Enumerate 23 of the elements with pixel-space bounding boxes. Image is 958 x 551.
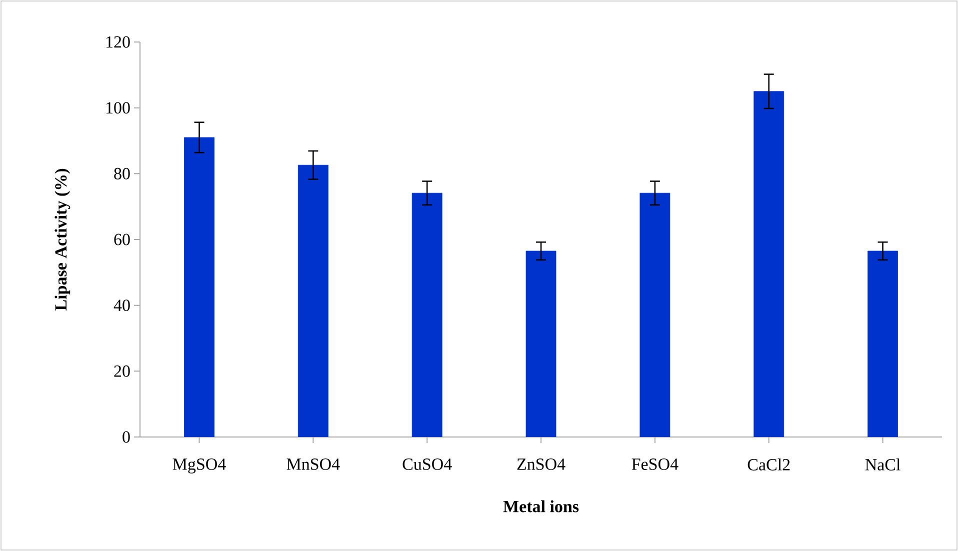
y-tick-label: 0 xyxy=(122,431,130,443)
y-tick-label: 60 xyxy=(114,234,130,246)
bar xyxy=(868,250,898,437)
bar xyxy=(298,164,328,437)
x-tick-label: CuSO4 xyxy=(402,458,452,470)
y-tick-label: 100 xyxy=(106,102,130,114)
y-tick-label: 120 xyxy=(106,36,130,48)
y-tick-label: 80 xyxy=(114,168,130,180)
bar xyxy=(754,91,784,437)
bar xyxy=(526,250,556,437)
bar xyxy=(184,137,214,437)
bar xyxy=(640,192,670,437)
x-tick-label: MnSO4 xyxy=(286,458,340,470)
x-tick-label: FeSO4 xyxy=(632,458,678,470)
y-tick-label: 20 xyxy=(114,365,130,377)
x-axis-title: Metal ions xyxy=(503,500,579,512)
y-tick-label: 40 xyxy=(114,300,130,312)
y-axis-title: Lipase Activity (%) xyxy=(54,168,70,310)
x-tick-label: ZnSO4 xyxy=(517,458,566,470)
x-tick-label: CaCl2 xyxy=(748,458,790,470)
bar xyxy=(412,192,442,437)
x-tick-label: MgSO4 xyxy=(172,458,226,474)
x-tick-label: NaCl xyxy=(865,458,900,470)
